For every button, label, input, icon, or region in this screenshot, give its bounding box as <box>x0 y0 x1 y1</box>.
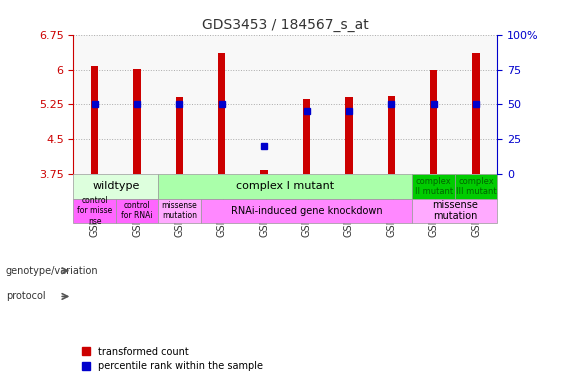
Bar <box>388 96 395 174</box>
FancyBboxPatch shape <box>73 199 116 223</box>
Text: complex I mutant: complex I mutant <box>236 182 334 192</box>
FancyBboxPatch shape <box>201 199 412 223</box>
Text: control
for misse
nse: control for misse nse <box>77 196 112 225</box>
Text: control
for RNAi: control for RNAi <box>121 201 153 220</box>
Title: GDS3453 / 184567_s_at: GDS3453 / 184567_s_at <box>202 18 369 32</box>
Bar <box>260 170 268 174</box>
Bar <box>218 53 225 174</box>
Bar <box>430 70 437 174</box>
Text: wildtype: wildtype <box>92 182 140 192</box>
FancyBboxPatch shape <box>412 174 455 199</box>
Bar <box>91 66 98 174</box>
FancyBboxPatch shape <box>116 199 158 223</box>
Text: genotype/variation: genotype/variation <box>6 266 98 276</box>
Bar <box>303 99 310 174</box>
FancyBboxPatch shape <box>412 199 497 223</box>
FancyBboxPatch shape <box>73 174 158 199</box>
Text: RNAi-induced gene knockdown: RNAi-induced gene knockdown <box>231 206 383 216</box>
FancyBboxPatch shape <box>455 174 497 199</box>
Bar <box>472 53 480 174</box>
Text: complex
III mutant: complex III mutant <box>456 177 496 196</box>
Text: complex
II mutant: complex II mutant <box>415 177 453 196</box>
Bar <box>345 96 353 174</box>
Bar <box>176 96 183 174</box>
FancyBboxPatch shape <box>158 174 412 199</box>
Legend: transformed count, percentile rank within the sample: transformed count, percentile rank withi… <box>79 343 267 375</box>
Text: missense
mutation: missense mutation <box>162 201 197 220</box>
Text: protocol: protocol <box>6 291 45 301</box>
Text: missense
mutation: missense mutation <box>432 200 478 222</box>
FancyBboxPatch shape <box>158 199 201 223</box>
Bar <box>133 69 141 174</box>
